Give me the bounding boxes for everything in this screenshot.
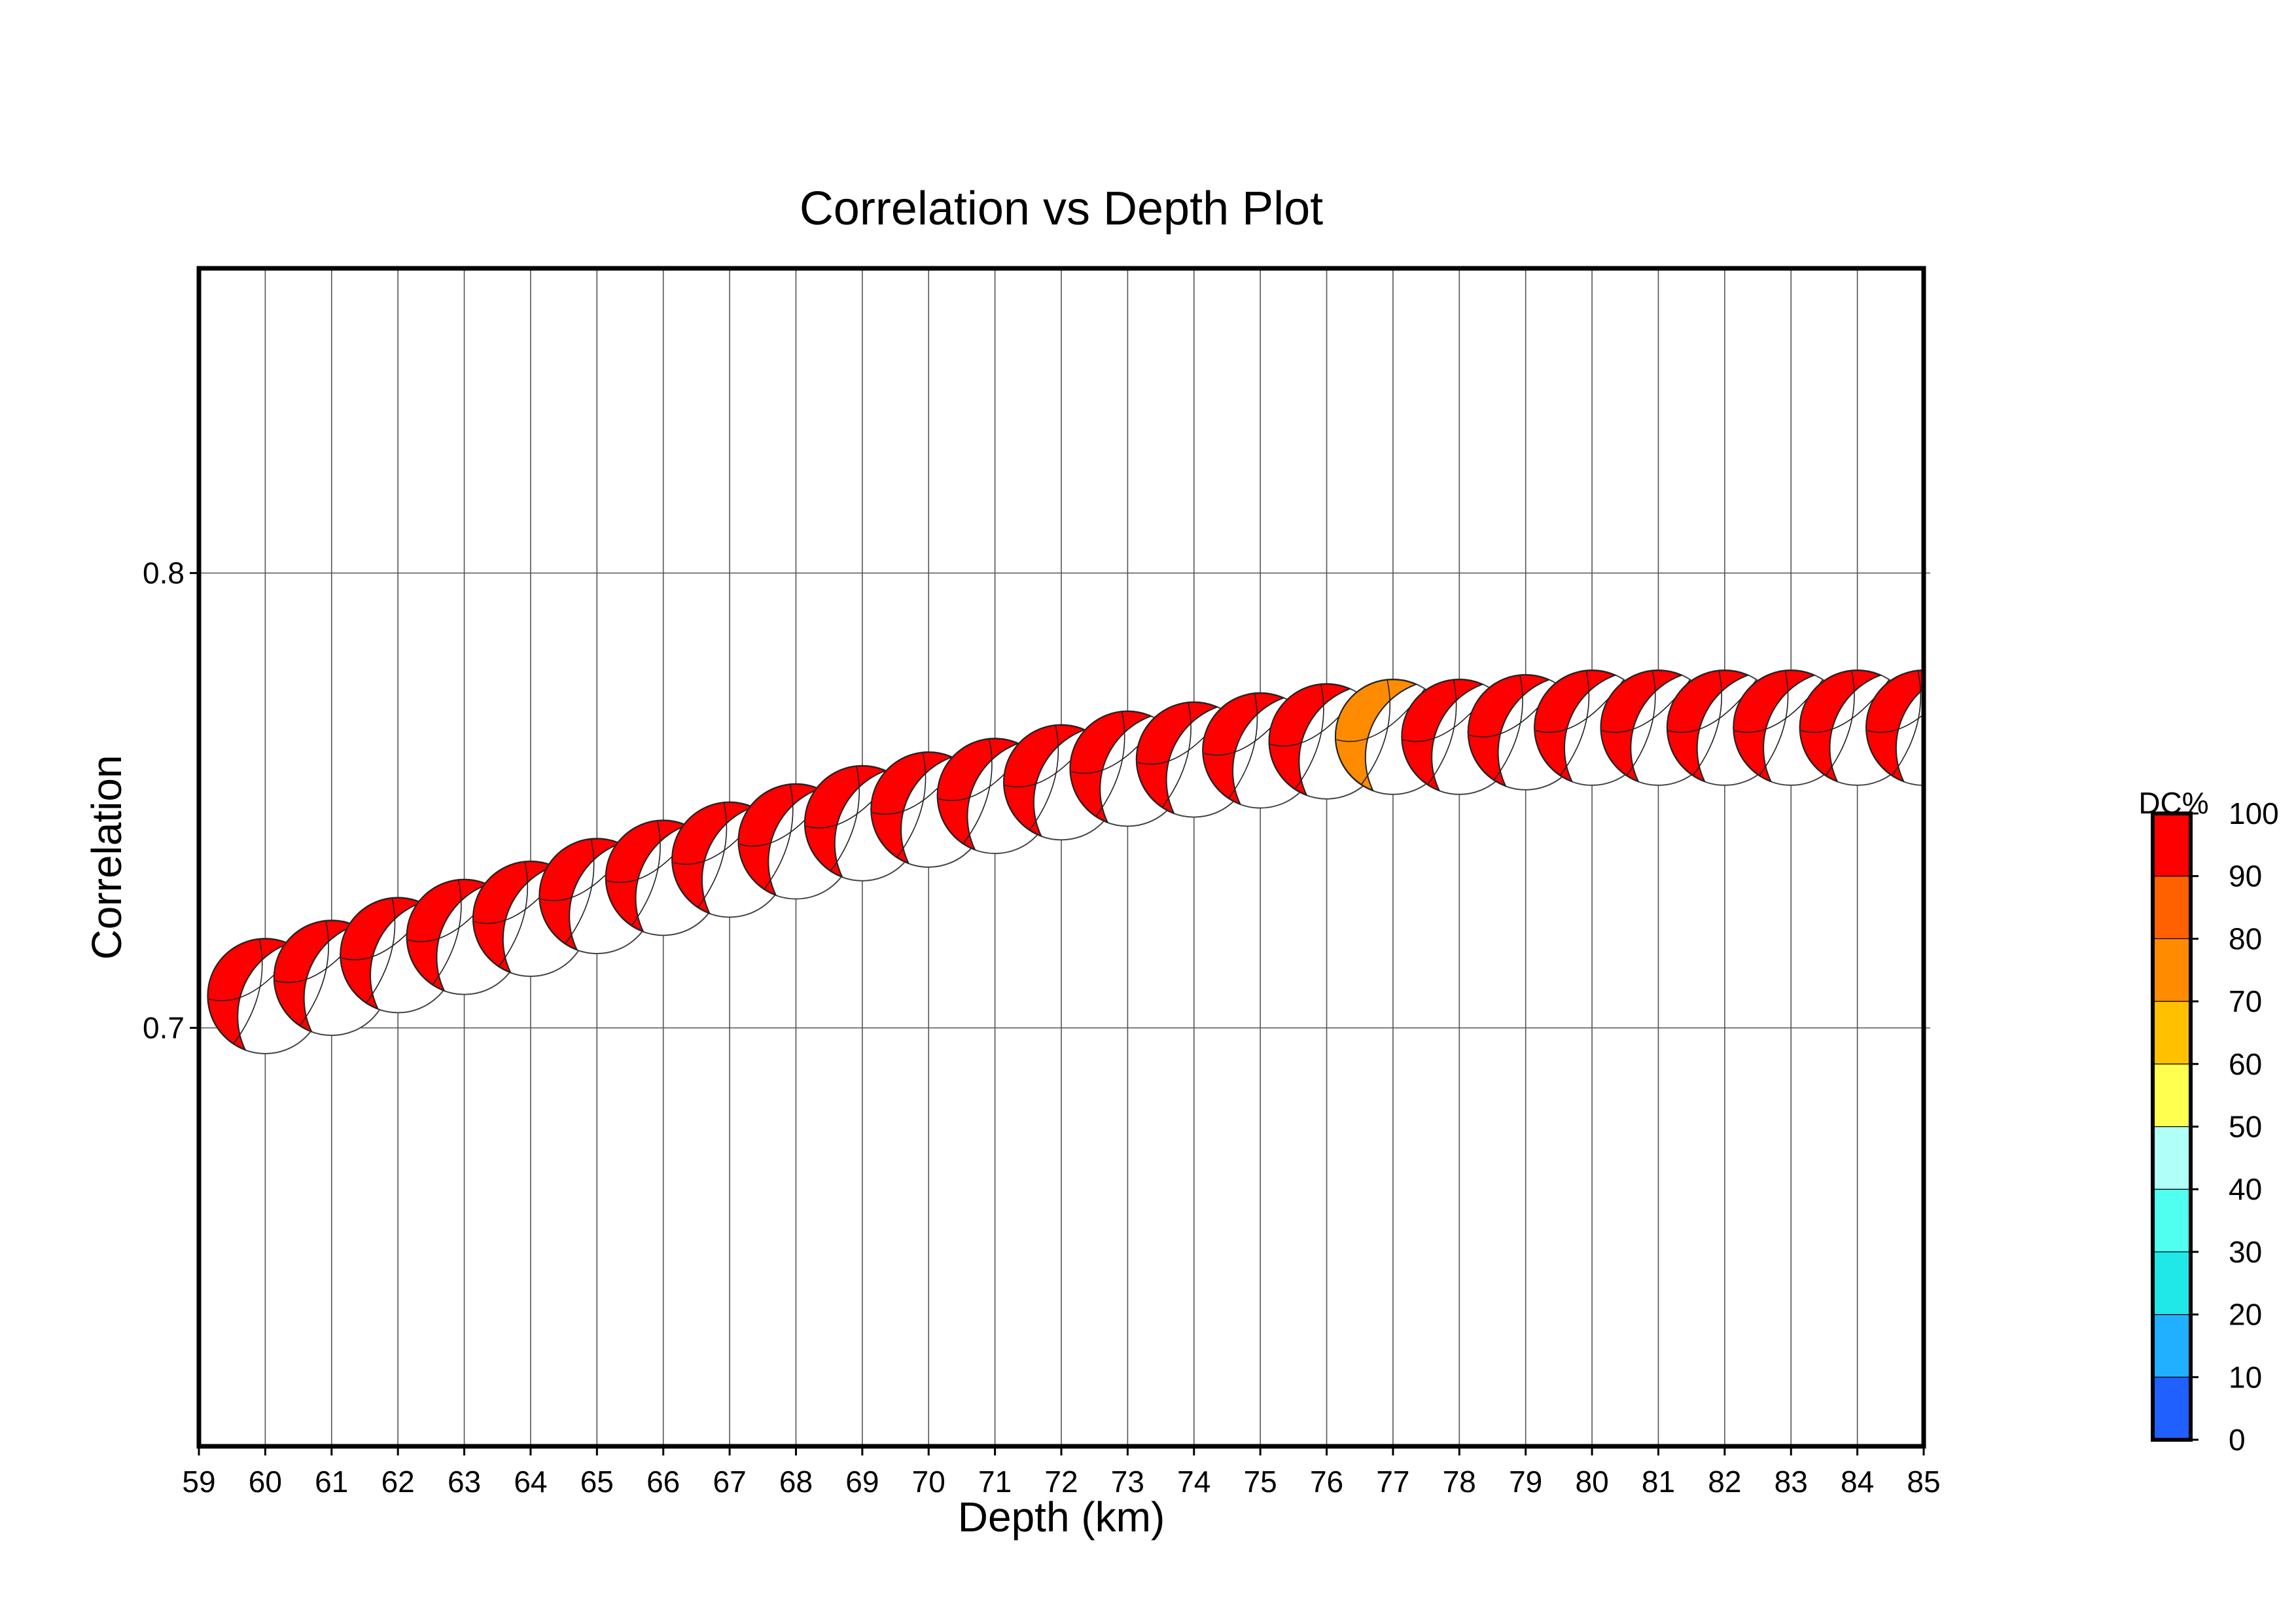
x-axis-label: Depth (km) — [958, 1493, 1165, 1541]
x-tick-label: 63 — [448, 1465, 481, 1499]
y-axis-label: Correlation — [83, 755, 130, 959]
colorbar-tick-label: 10 — [2229, 1360, 2262, 1394]
x-tick-label: 80 — [1575, 1465, 1608, 1499]
colorbar-tick-label: 0 — [2229, 1423, 2246, 1457]
colorbar-segment — [2152, 938, 2191, 1002]
x-tick-label: 82 — [1708, 1465, 1741, 1499]
colorbar-segment — [2152, 1001, 2191, 1065]
dc-colorbar: 0 10 20 30 40 50 60 70 80 90 100 — [2151, 796, 2279, 1457]
x-tick-label: 67 — [713, 1465, 746, 1499]
y-tick-label: 0.8 — [143, 556, 185, 590]
x-tick-label: 60 — [249, 1465, 282, 1499]
x-tick-label: 83 — [1775, 1465, 1808, 1499]
colorbar-tick-label: 20 — [2229, 1298, 2262, 1332]
x-tick-label: 64 — [514, 1465, 547, 1499]
colorbar-tick-label: 100 — [2229, 796, 2279, 830]
colorbar-tick-label: 50 — [2229, 1110, 2262, 1144]
x-tick-label: 61 — [315, 1465, 348, 1499]
colorbar-tick-label: 70 — [2229, 984, 2262, 1018]
x-tick-label: 79 — [1509, 1465, 1542, 1499]
colorbar-segment — [2152, 1126, 2191, 1190]
x-tick-label: 73 — [1111, 1465, 1144, 1499]
beachball-point — [1865, 669, 1924, 786]
x-tick-label: 69 — [845, 1465, 879, 1499]
colorbar-segment — [2152, 813, 2191, 877]
colorbar-tick-label: 40 — [2229, 1172, 2262, 1206]
x-tick-label: 85 — [1907, 1465, 1940, 1499]
x-tick-label: 81 — [1642, 1465, 1675, 1499]
colorbar-segment — [2152, 1063, 2191, 1128]
x-tick-label: 76 — [1310, 1465, 1343, 1499]
x-tick-label: 65 — [580, 1465, 614, 1499]
x-tick-label: 66 — [646, 1465, 680, 1499]
colorbar-segment — [2152, 1376, 2191, 1440]
colorbar-segment — [2152, 1188, 2191, 1253]
x-tick-label: 74 — [1177, 1465, 1210, 1499]
colorbar-title: DC% — [2138, 786, 2208, 820]
colorbar-tick-label: 80 — [2229, 921, 2262, 955]
colorbar-tick-label: 90 — [2229, 859, 2262, 893]
x-axis-ticks: 59 60 61 62 63 64 65 66 67 68 69 70 71 72 73 74 75 76 77 78… — [182, 1446, 1941, 1499]
colorbar-tick-label: 30 — [2229, 1235, 2262, 1269]
grid — [198, 268, 1930, 1446]
x-tick-label: 72 — [1044, 1465, 1078, 1499]
x-tick-label: 75 — [1244, 1465, 1277, 1499]
x-tick-label: 71 — [978, 1465, 1012, 1499]
beachball-markers — [207, 669, 1924, 1054]
x-tick-label: 68 — [779, 1465, 813, 1499]
x-tick-label: 62 — [381, 1465, 415, 1499]
colorbar-segment — [2152, 1251, 2191, 1315]
colorbar-segment — [2152, 1313, 2191, 1378]
colorbar-tick-label: 60 — [2229, 1047, 2262, 1081]
x-tick-label: 59 — [182, 1465, 215, 1499]
colorbar-segment — [2152, 876, 2191, 939]
chart-title: Correlation vs Depth Plot — [800, 183, 1323, 235]
x-tick-label: 77 — [1376, 1465, 1409, 1499]
y-axis-ticks: 0.7 0.8 — [143, 556, 199, 1045]
y-tick-label: 0.7 — [143, 1011, 185, 1045]
x-tick-label: 70 — [912, 1465, 945, 1499]
x-tick-label: 78 — [1443, 1465, 1476, 1499]
x-tick-label: 84 — [1841, 1465, 1874, 1499]
